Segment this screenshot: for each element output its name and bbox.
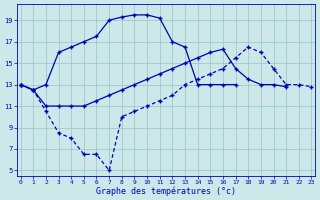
X-axis label: Graphe des températures (°c): Graphe des températures (°c) [96,186,236,196]
